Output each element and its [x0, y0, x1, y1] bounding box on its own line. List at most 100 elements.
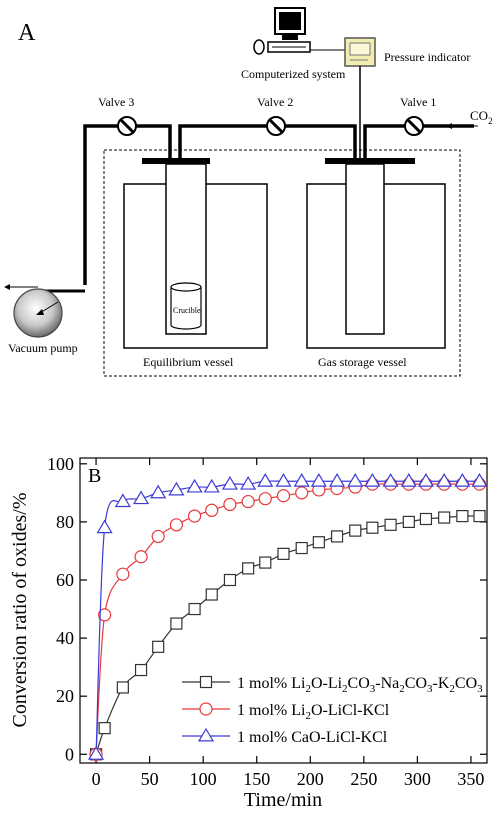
data-point-triangle — [382, 473, 399, 487]
equilibrium-vessel-lid — [142, 158, 210, 164]
computer-icon — [253, 7, 311, 55]
data-point-circle — [134, 550, 148, 564]
data-point-square — [438, 511, 451, 524]
data-point-triangle — [133, 490, 150, 505]
data-point-square — [170, 617, 183, 630]
pressure-label: Pressure indicator — [384, 50, 470, 64]
y-tick-label: 80 — [56, 512, 74, 532]
data-point-triangle — [96, 519, 113, 534]
data-point-triangle — [436, 473, 453, 487]
valve-2-label: Valve 2 — [257, 95, 293, 109]
panel-b-chart: B 0 50 100 150 200 250 300 350 0 20 40 60 80 100 1 mo… — [9, 454, 488, 811]
data-point-square — [349, 524, 362, 537]
data-point-square — [277, 547, 290, 560]
gas-storage-vessel-lid — [325, 158, 415, 164]
pressure-indicator-icon — [344, 37, 376, 67]
data-point-triangle — [203, 478, 220, 493]
data-point-triangle — [186, 478, 203, 493]
panel-b-label: B — [88, 465, 101, 487]
series-triangle — [88, 473, 488, 760]
computer-label: Computerized system — [241, 67, 346, 81]
axis-ticks: 0 50 100 150 200 250 300 350 0 20 40 60 80 100 — [47, 454, 487, 789]
y-tick-label: 60 — [56, 570, 74, 590]
plot-frame — [79, 457, 488, 764]
x-tick-label: 350 — [457, 769, 484, 789]
x-tick-label: 0 — [92, 769, 101, 789]
data-point-square — [199, 675, 213, 689]
data-point-square — [152, 640, 165, 653]
y-tick-label: 100 — [47, 454, 74, 474]
data-point-square — [330, 530, 344, 543]
data-point-square — [295, 541, 308, 555]
x-tick-label: 250 — [350, 769, 377, 789]
data-point-square — [366, 521, 379, 534]
gas-arrow-head — [446, 123, 452, 129]
legend: 1 mol% Li2O-Li2CO3-Na2CO3-K2CO3 1 mol% Li… — [182, 675, 483, 746]
data-point-square — [384, 518, 397, 531]
valve-1-icon — [404, 116, 424, 136]
data-point-circle — [295, 486, 309, 500]
data-point-triangle — [329, 473, 346, 487]
data-point-square — [188, 602, 201, 616]
data-point-circle — [116, 567, 130, 581]
panel-a-label: A — [18, 20, 36, 46]
data-point-triangle — [197, 727, 215, 742]
furnace-enclosure — [103, 149, 461, 377]
data-point-triangle — [114, 493, 131, 508]
data-point-circle — [276, 489, 291, 503]
data-point-circle — [188, 509, 202, 523]
data-point-square — [259, 556, 272, 569]
data-point-circle — [223, 497, 237, 512]
data-point-square — [205, 588, 218, 601]
vacuum-pump-label: Vacuum pump — [8, 341, 78, 355]
gas-storage-inner-tube — [345, 163, 385, 335]
data-point-triangle — [168, 481, 185, 496]
data-point-square — [456, 509, 469, 523]
legend-entry: 1 mol% Li2O-LiCl-KCl — [237, 702, 390, 722]
gas-label: CO2 — [470, 108, 493, 126]
x-tick-label: 300 — [404, 769, 431, 789]
data-point-square — [419, 512, 433, 526]
data-point-square — [242, 562, 255, 575]
data-point-square — [312, 536, 325, 549]
equilibrium-vessel-label: Equilibrium vessel — [143, 355, 234, 369]
data-point-square — [116, 681, 129, 694]
data-series — [88, 473, 488, 761]
data-point-circle — [199, 702, 213, 716]
x-tick-label: 100 — [190, 769, 217, 789]
data-point-circle — [169, 518, 183, 532]
y-tick-label: 40 — [56, 628, 74, 648]
data-point-triangle — [400, 473, 417, 487]
data-point-square — [134, 663, 148, 677]
gas-storage-vessel-label: Gas storage vessel — [318, 355, 407, 369]
data-point-triangle — [471, 473, 488, 487]
data-point-triangle — [347, 473, 364, 487]
panel-a-diagram: A Computerized system Pressure indicator — [4, 7, 493, 377]
data-point-circle — [258, 492, 272, 506]
data-point-square — [223, 573, 237, 587]
vacuum-pump-icon — [4, 284, 85, 338]
data-point-triangle — [364, 473, 381, 487]
crucible-label: Crucible — [173, 306, 201, 315]
data-point-triangle — [257, 473, 274, 487]
data-point-circle — [151, 529, 165, 544]
data-point-triangle — [417, 473, 434, 487]
data-point-square — [98, 722, 111, 735]
valve-2-icon — [266, 116, 286, 136]
data-point-triangle — [310, 473, 327, 487]
y-tick-label: 0 — [65, 744, 74, 764]
data-point-triangle — [454, 473, 471, 487]
data-point-triangle — [221, 475, 238, 490]
legend-entry: 1 mol% Li2O-Li2CO3-Na2CO3-K2CO3 — [237, 675, 483, 695]
data-point-square — [473, 509, 486, 523]
valve-1-label: Valve 1 — [400, 95, 436, 109]
x-tick-label: 200 — [297, 769, 324, 789]
crucible-icon — [170, 282, 202, 330]
data-point-circle — [205, 503, 219, 517]
x-tick-label: 150 — [243, 769, 270, 789]
x-tick-label: 50 — [141, 769, 159, 789]
x-axis-label: Time/min — [244, 789, 322, 811]
valve-3-label: Valve 3 — [98, 95, 134, 109]
valve-3-icon — [117, 116, 137, 136]
data-point-square — [402, 515, 415, 529]
